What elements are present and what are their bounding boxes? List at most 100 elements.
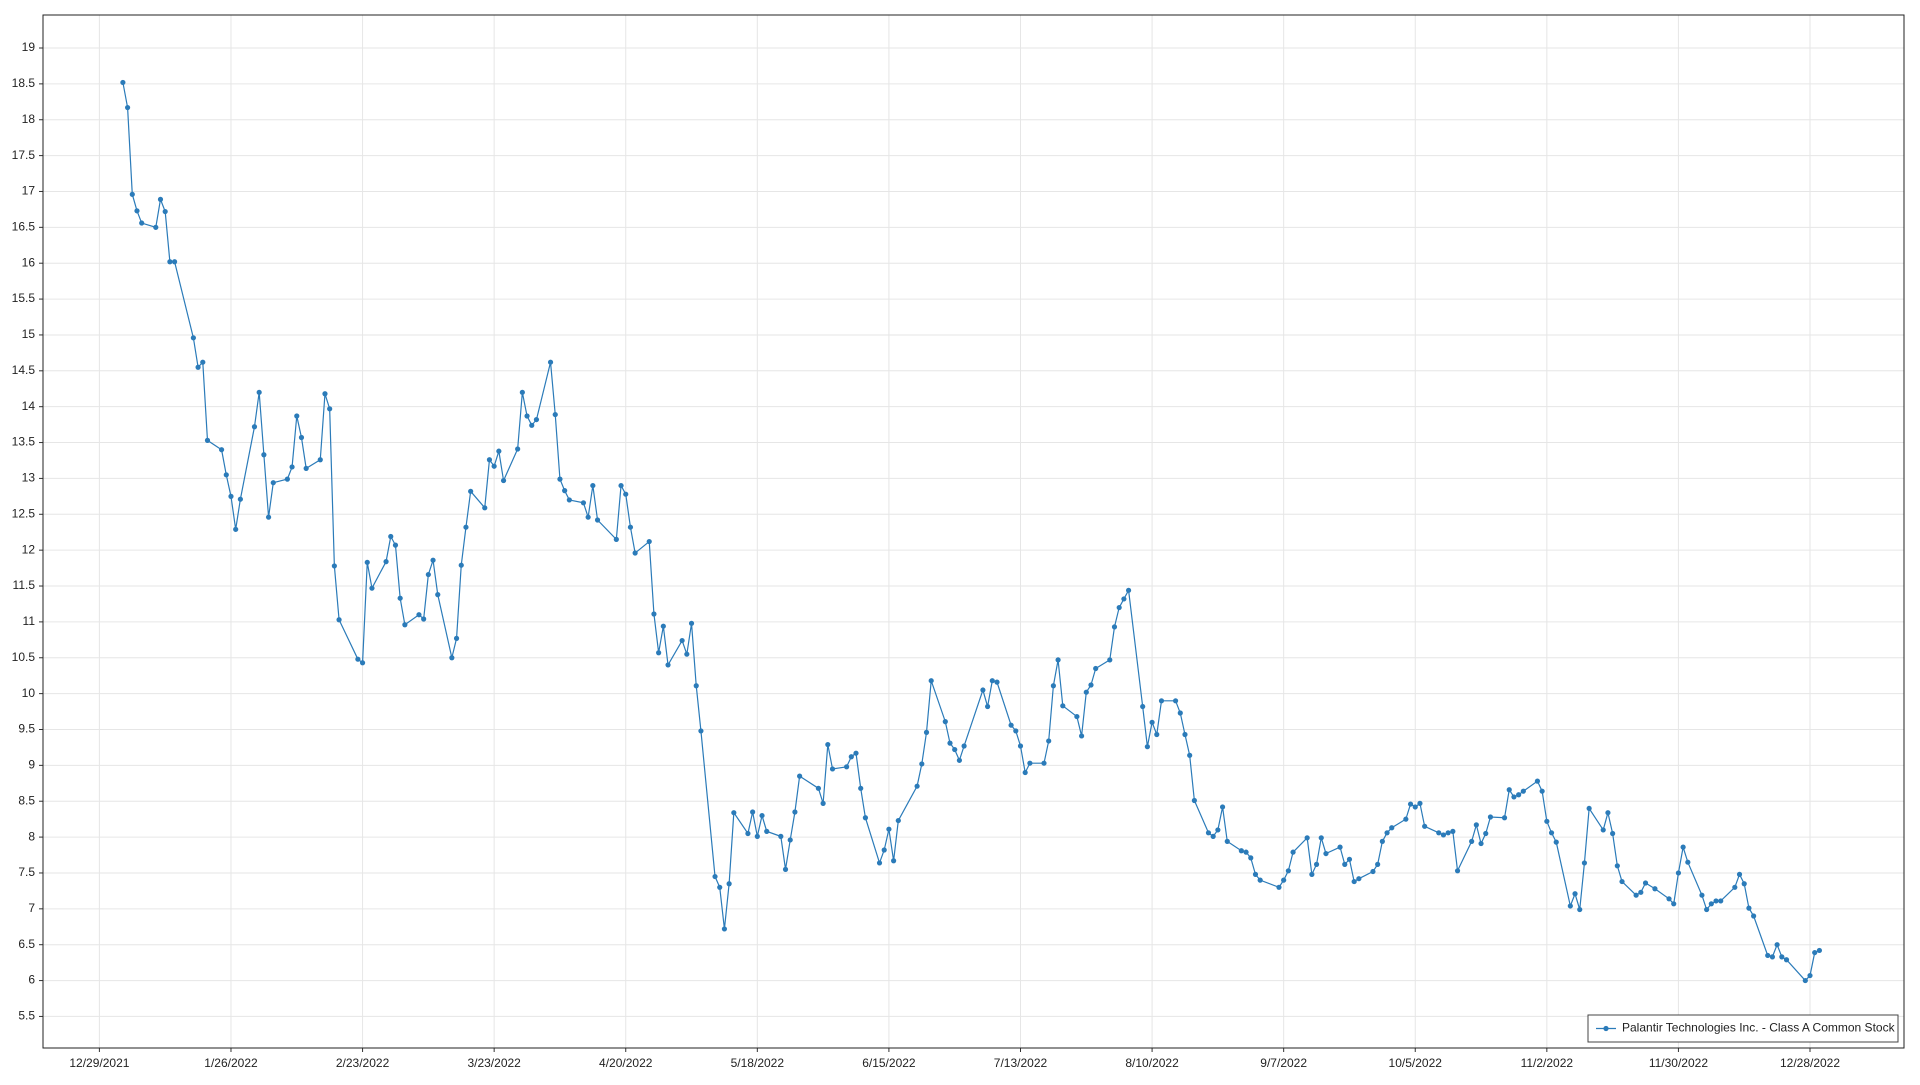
data-point xyxy=(1469,838,1475,845)
data-point xyxy=(1572,891,1578,897)
data-point xyxy=(1548,830,1555,836)
y-tick-label: 7 xyxy=(28,901,35,915)
data-point xyxy=(1046,738,1052,744)
data-point xyxy=(1675,870,1682,876)
data-point xyxy=(1685,859,1691,865)
data-point xyxy=(1450,828,1456,834)
data-point xyxy=(430,557,436,563)
data-point xyxy=(660,623,666,629)
data-point xyxy=(468,488,474,494)
data-point xyxy=(825,741,831,748)
data-point xyxy=(651,611,657,617)
data-point xyxy=(1379,838,1385,845)
data-point xyxy=(1605,810,1611,816)
data-point xyxy=(1050,683,1056,689)
data-point xyxy=(1356,876,1362,882)
data-point xyxy=(364,559,370,565)
data-point xyxy=(331,563,337,569)
x-tick-label: 3/23/2022 xyxy=(467,1056,521,1070)
data-point xyxy=(1370,868,1376,875)
data-point xyxy=(1553,839,1559,845)
data-point xyxy=(1375,861,1381,867)
data-point xyxy=(590,482,596,489)
y-tick-label: 15 xyxy=(22,327,36,341)
data-point xyxy=(1281,877,1287,883)
data-point xyxy=(1187,752,1193,758)
data-point xyxy=(1619,878,1625,885)
data-point xyxy=(124,104,131,111)
data-point xyxy=(547,359,554,365)
data-point xyxy=(1318,835,1324,841)
data-point xyxy=(1671,901,1677,907)
data-point xyxy=(557,476,563,482)
data-point xyxy=(853,750,859,756)
data-point xyxy=(500,477,507,484)
data-point xyxy=(989,678,995,684)
data-point xyxy=(1436,830,1442,836)
data-point xyxy=(613,536,619,542)
data-point xyxy=(463,524,469,530)
data-point xyxy=(580,500,587,506)
y-tick-label: 14.5 xyxy=(12,363,36,377)
data-point xyxy=(392,542,399,548)
y-tick-label: 10 xyxy=(22,686,36,700)
data-point xyxy=(171,259,178,265)
data-point xyxy=(458,562,464,568)
data-point xyxy=(829,766,836,772)
data-point xyxy=(134,208,140,214)
data-point xyxy=(1520,788,1526,794)
data-point xyxy=(1384,830,1390,836)
data-point xyxy=(1290,849,1296,855)
data-point xyxy=(1422,823,1428,829)
data-point xyxy=(294,413,300,419)
data-point xyxy=(1614,863,1620,869)
data-point xyxy=(1581,860,1588,866)
y-tick-label: 8.5 xyxy=(18,793,35,807)
data-point xyxy=(322,391,328,397)
data-point xyxy=(153,224,159,230)
data-point xyxy=(623,491,629,497)
data-point xyxy=(1774,942,1780,948)
data-point xyxy=(914,783,920,789)
data-point xyxy=(1116,604,1122,611)
y-tick-label: 19 xyxy=(22,40,36,54)
data-point xyxy=(1511,794,1517,800)
data-point xyxy=(1769,954,1776,960)
x-tick-label: 2/23/2022 xyxy=(336,1056,390,1070)
data-point xyxy=(947,740,953,746)
data-point xyxy=(435,592,441,598)
data-point xyxy=(388,533,394,540)
data-point xyxy=(1567,903,1573,909)
data-point xyxy=(327,406,333,412)
data-point xyxy=(754,833,760,839)
y-tick-label: 17 xyxy=(22,184,36,198)
x-tick-label: 9/7/2022 xyxy=(1260,1056,1307,1070)
data-point xyxy=(1802,977,1808,984)
data-point xyxy=(1440,832,1447,838)
data-point xyxy=(359,660,366,666)
data-point xyxy=(952,746,958,753)
data-point xyxy=(693,683,699,689)
data-point xyxy=(1257,877,1263,883)
data-point xyxy=(1746,905,1752,911)
data-point xyxy=(1633,892,1639,898)
data-point xyxy=(421,616,427,622)
data-point xyxy=(782,866,789,872)
legend: Palantir Technologies Inc. - Class A Com… xyxy=(1587,1014,1899,1043)
data-point xyxy=(787,837,793,843)
data-point xyxy=(1309,871,1315,877)
y-tick-label: 6 xyxy=(28,973,35,987)
data-point xyxy=(1017,743,1024,749)
data-point xyxy=(200,359,206,365)
x-tick-label: 7/13/2022 xyxy=(994,1056,1048,1070)
data-point xyxy=(1478,840,1484,847)
data-point xyxy=(157,196,164,202)
data-point xyxy=(303,465,309,471)
x-tick-label: 10/5/2022 xyxy=(1389,1056,1443,1070)
data-point xyxy=(369,585,375,591)
data-point xyxy=(792,809,798,815)
data-point xyxy=(1215,827,1221,833)
data-point xyxy=(844,764,850,770)
data-point xyxy=(218,447,225,453)
data-point xyxy=(261,452,267,458)
